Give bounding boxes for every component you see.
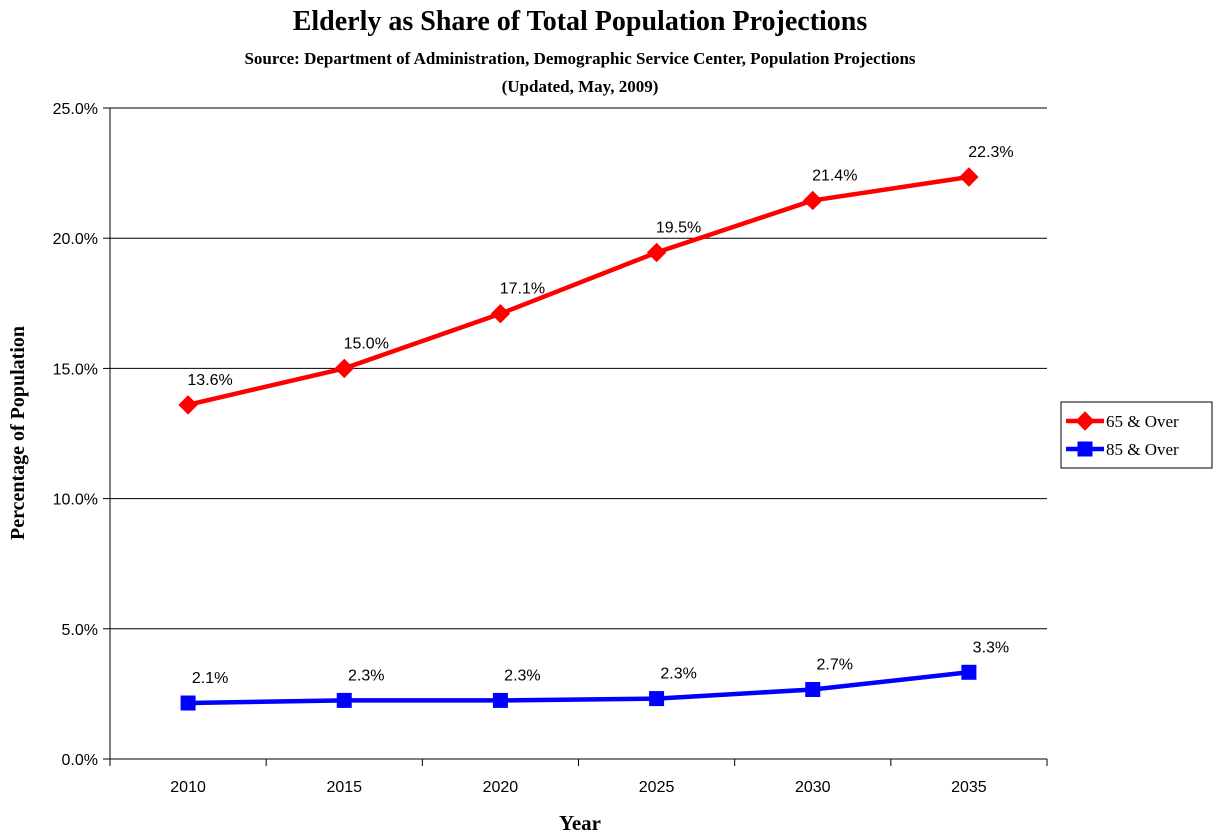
x-tick-label: 2035 (951, 779, 987, 796)
x-tick-labels: 2010 2015 2020 2025 2030 2035 (170, 779, 987, 796)
data-label: 22.3% (968, 144, 1013, 161)
data-point (334, 358, 354, 379)
chart-title: Elderly as Share of Total Population Pro… (293, 6, 868, 37)
y-tick-labels: 0.0% 5.0% 10.0% 15.0% 20.0% 25.0% (53, 101, 98, 769)
data-point (805, 681, 821, 697)
x-tick-label: 2025 (639, 779, 675, 796)
data-point (336, 692, 352, 708)
series-line (188, 670, 970, 706)
y-tick-label: 25.0% (53, 101, 98, 118)
legend-marker (1075, 411, 1095, 431)
data-point (649, 691, 665, 707)
data-point (803, 190, 823, 211)
data-point (492, 692, 508, 708)
data-point (180, 695, 196, 711)
data-point (961, 664, 977, 680)
data-point (178, 395, 198, 415)
data-label: 2.3% (504, 667, 540, 684)
legend: 65 & Over 85 & Over (1060, 401, 1213, 469)
data-label: 17.1% (500, 281, 545, 298)
data-label: 2.3% (660, 666, 696, 683)
data-point (959, 167, 979, 187)
data-label: 13.6% (187, 372, 232, 389)
x-axis-label: Year (559, 811, 601, 835)
data-label: 19.5% (656, 220, 701, 237)
data-label: 2.7% (817, 656, 853, 673)
data-point (490, 304, 511, 324)
legend-label: 65 & Over (1106, 412, 1179, 431)
data-label: 2.3% (348, 667, 384, 684)
data-label: 21.4% (812, 167, 857, 184)
y-tick-label: 5.0% (62, 622, 98, 639)
data-label: 2.1% (192, 670, 228, 687)
data-point (646, 242, 667, 263)
y-tick-label: 0.0% (62, 752, 98, 769)
y-tick-label: 10.0% (53, 492, 98, 509)
axes (103, 107, 1048, 766)
x-tick-label: 2030 (795, 779, 831, 796)
legend-marker (1077, 441, 1093, 457)
data-label: 3.3% (973, 639, 1009, 656)
legend-label: 85 & Over (1106, 440, 1179, 459)
x-tick-label: 2010 (170, 779, 206, 796)
series-1: 2.1% 2.3% 2.3% 2.3% 2.7% 3.3% (180, 639, 1009, 711)
chart-subtitle-line-1: Source: Department of Administration, De… (244, 49, 915, 68)
series-layer: 13.6%15.0%17.1%19.5%21.4%22.3%2.1% 2.3% 2.… (178, 144, 1014, 711)
gridlines (110, 107, 1047, 630)
x-tick-label: 2015 (326, 779, 362, 796)
y-tick-label: 15.0% (53, 361, 98, 378)
chart-subtitle-line-2: (Updated, May, 2009) (502, 77, 659, 96)
y-tick-label: 20.0% (53, 231, 98, 248)
data-label: 15.0% (344, 335, 389, 352)
x-tick-label: 2020 (483, 779, 519, 796)
y-axis-label: Percentage of Population (7, 326, 29, 540)
series-line (187, 174, 970, 408)
series-0: 13.6% 15.0% 17.1% 19.5% 21.4% 22.3% (178, 144, 1014, 415)
